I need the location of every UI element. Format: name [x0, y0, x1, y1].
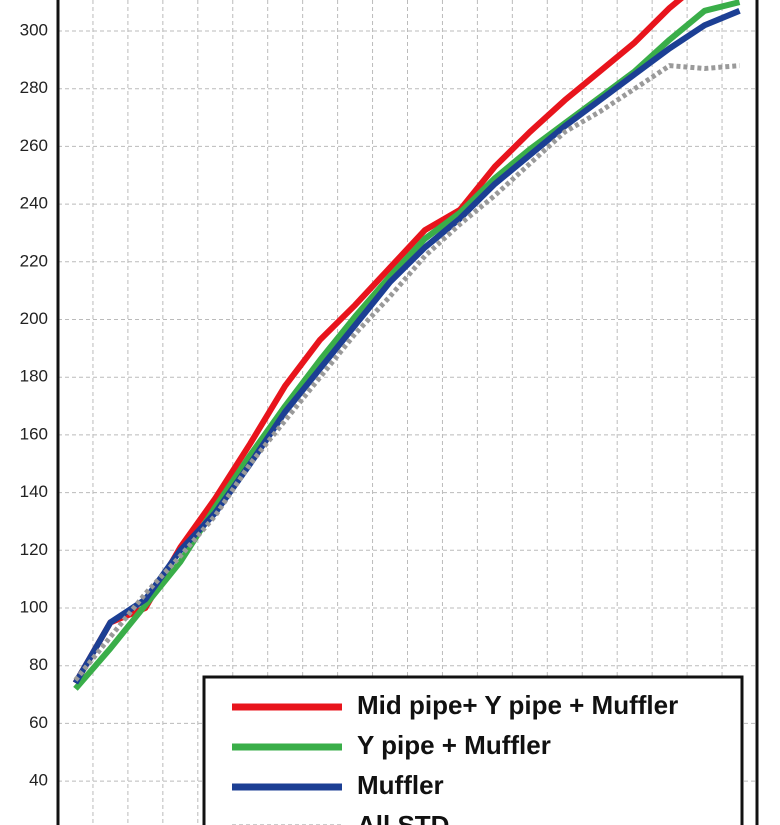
y-tick-label: 260 — [20, 136, 48, 155]
legend-label: All STD — [357, 810, 449, 825]
y-tick-label: 200 — [20, 309, 48, 328]
y-tick-label: 160 — [20, 424, 48, 443]
legend-label: Muffler — [357, 770, 444, 800]
y-tick-label: 60 — [29, 713, 48, 732]
y-tick-label: 180 — [20, 367, 48, 386]
y-tick-label: 240 — [20, 194, 48, 213]
y-tick-label: 220 — [20, 251, 48, 270]
legend-label: Y pipe + Muffler — [357, 730, 551, 760]
y-tick-label: 40 — [29, 771, 48, 790]
series-line — [72, 0, 684, 685]
y-tick-label: 300 — [20, 20, 48, 39]
legend: Mid pipe+ Y pipe + Muffler Y pipe + Muffl… — [202, 675, 744, 825]
legend-box — [202, 675, 744, 825]
y-tick-label: 280 — [20, 78, 48, 97]
y-tick-label: 120 — [20, 540, 48, 559]
y-tick-label: 80 — [29, 655, 48, 674]
series-line — [72, 8, 741, 685]
series-line — [73, 63, 740, 682]
y-tick-label: 100 — [20, 597, 48, 616]
legend-label: Mid pipe+ Y pipe + Muffler — [357, 690, 678, 720]
y-tick-label: 140 — [20, 482, 48, 501]
series-group — [72, 0, 741, 691]
